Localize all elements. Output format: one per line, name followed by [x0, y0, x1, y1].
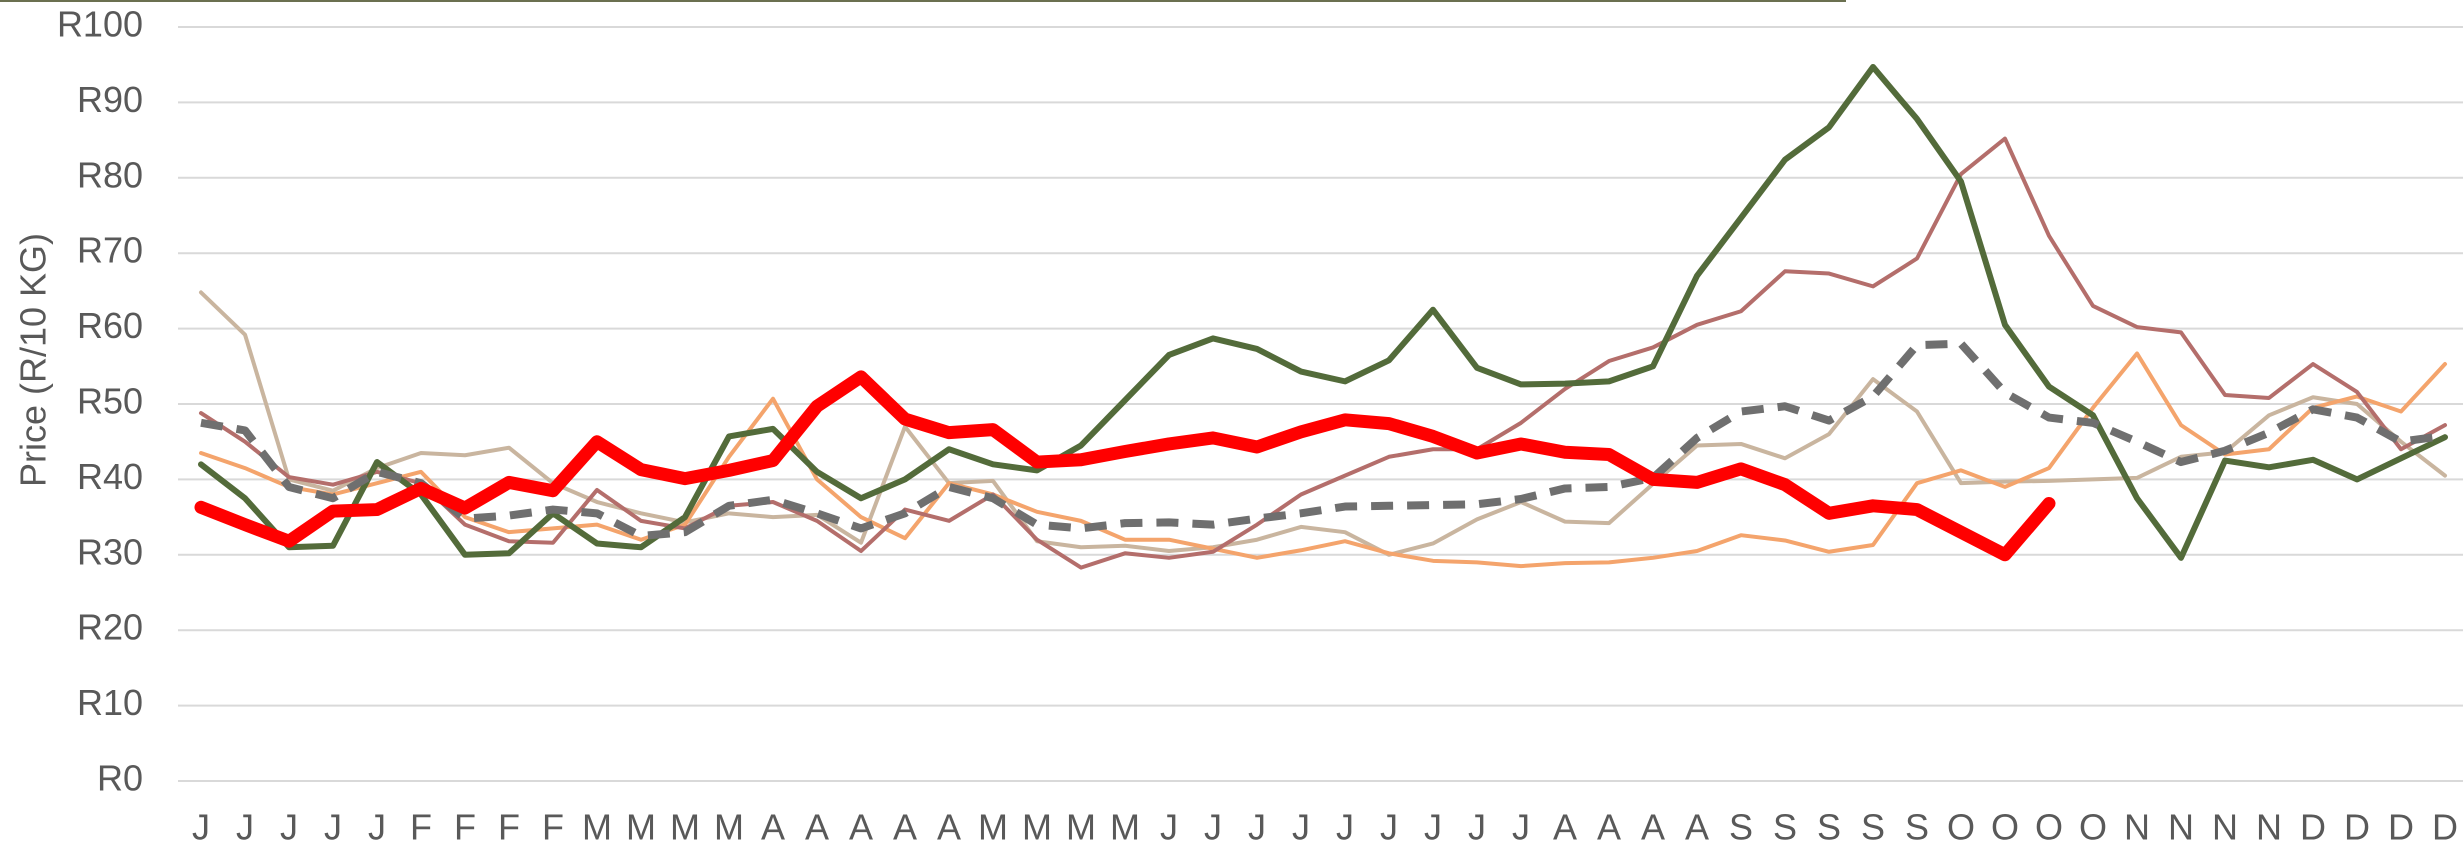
x-tick-label: O — [2035, 807, 2063, 848]
x-tick-label: J — [368, 807, 386, 848]
series-line — [194, 370, 2056, 562]
y-tick-label: R70 — [77, 230, 143, 271]
x-tick-label: N — [2212, 807, 2238, 848]
x-tick-label: A — [805, 807, 829, 848]
x-tick-label: J — [1160, 807, 1178, 848]
x-tick-label: M — [626, 807, 656, 848]
x-tick-label: O — [1947, 807, 1975, 848]
x-tick-label: O — [2079, 807, 2107, 848]
x-tick-label: J — [1380, 807, 1398, 848]
x-tick-label: A — [849, 807, 873, 848]
x-tick-label: N — [2256, 807, 2282, 848]
x-tick-label: J — [1468, 807, 1486, 848]
x-tick-label: J — [236, 807, 254, 848]
y-tick-label: R50 — [77, 381, 143, 422]
x-tick-label: F — [454, 807, 476, 848]
x-tick-label: M — [1110, 807, 1140, 848]
x-tick-label: J — [1336, 807, 1354, 848]
x-tick-label: S — [1729, 807, 1753, 848]
y-axis-title: Price (R/10 KG) — [13, 233, 54, 487]
x-tick-label: N — [2168, 807, 2194, 848]
x-tick-label: A — [1597, 807, 1621, 848]
y-tick-label: R10 — [77, 682, 143, 723]
x-tick-label: O — [1991, 807, 2019, 848]
x-tick-label: D — [2388, 807, 2414, 848]
x-tick-label: J — [1424, 807, 1442, 848]
x-tick-label: D — [2432, 807, 2458, 848]
x-tick-label: M — [670, 807, 700, 848]
x-tick-label: D — [2300, 807, 2326, 848]
x-tick-label: F — [498, 807, 520, 848]
x-tick-label: S — [1905, 807, 1929, 848]
x-tick-label: S — [1773, 807, 1797, 848]
x-tick-label: F — [410, 807, 432, 848]
x-tick-label: S — [1861, 807, 1885, 848]
x-tick-label: F — [542, 807, 564, 848]
y-tick-label: R40 — [77, 456, 143, 497]
x-tick-label: A — [1685, 807, 1709, 848]
x-tick-label: J — [1248, 807, 1266, 848]
y-tick-label: R100 — [57, 4, 143, 45]
y-tick-label: R60 — [77, 305, 143, 346]
x-tick-label: J — [1512, 807, 1530, 848]
y-tick-label: R90 — [77, 79, 143, 120]
x-tick-label: J — [192, 807, 210, 848]
x-tick-label: S — [1817, 807, 1841, 848]
x-tick-label: A — [1641, 807, 1665, 848]
series-line — [198, 63, 2448, 561]
x-tick-label: A — [761, 807, 785, 848]
series-line — [199, 290, 2447, 557]
y-tick-label: R0 — [97, 758, 143, 799]
y-tick-label: R30 — [77, 531, 143, 572]
x-tick-label: A — [937, 807, 961, 848]
x-tick-label: M — [582, 807, 612, 848]
x-tick-label: J — [1292, 807, 1310, 848]
x-tick-label: M — [1066, 807, 1096, 848]
x-tick-label: D — [2344, 807, 2370, 848]
x-tick-label: J — [280, 807, 298, 848]
x-tick-label: A — [1553, 807, 1577, 848]
series-line — [199, 136, 2447, 570]
x-tick-label: M — [714, 807, 744, 848]
x-tick-label: M — [1022, 807, 1052, 848]
y-tick-label: R20 — [77, 607, 143, 648]
series-line — [199, 351, 2447, 569]
x-tick-label: J — [1204, 807, 1222, 848]
x-tick-label: J — [324, 807, 342, 848]
y-tick-label: R80 — [77, 154, 143, 195]
x-tick-label: A — [893, 807, 917, 848]
x-tick-label: N — [2124, 807, 2150, 848]
x-tick-label: M — [978, 807, 1008, 848]
